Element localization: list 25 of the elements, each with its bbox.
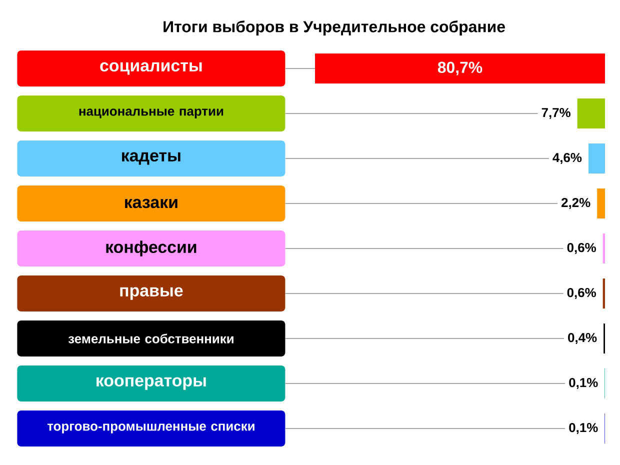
bar [588,144,606,174]
bar [602,278,606,308]
bar [577,98,606,129]
bar [602,234,606,264]
bar [315,54,606,84]
data-label: 0,6% [567,288,596,300]
chart-title: Итоги выборов в Учредительное собрание [164,20,505,36]
data-label: 7,7% [542,108,570,120]
y-tick-label: конфессии [106,240,196,256]
y-tick-label: торгово-промышленные списки [47,424,254,434]
y-tick-label: земельные собственники [68,334,234,344]
data-label: 0,6% [567,242,596,254]
bar [597,188,606,219]
y-tick-label: национальные партии [79,108,224,118]
y-tick-label: кадеты [122,152,180,165]
data-label: 0,4% [568,332,597,344]
y-tick-label: правые [120,287,183,300]
y-tick-label: кооператоры [96,377,206,390]
data-label: 4,6% [552,152,582,164]
y-tick-label: социалисты [100,62,202,75]
data-label: 80,7% [438,62,482,76]
data-label: 2,2% [562,198,590,210]
data-label: 0,1% [569,378,598,390]
data-label: 0,1% [569,422,598,434]
y-tick-label: казаки [125,198,178,208]
